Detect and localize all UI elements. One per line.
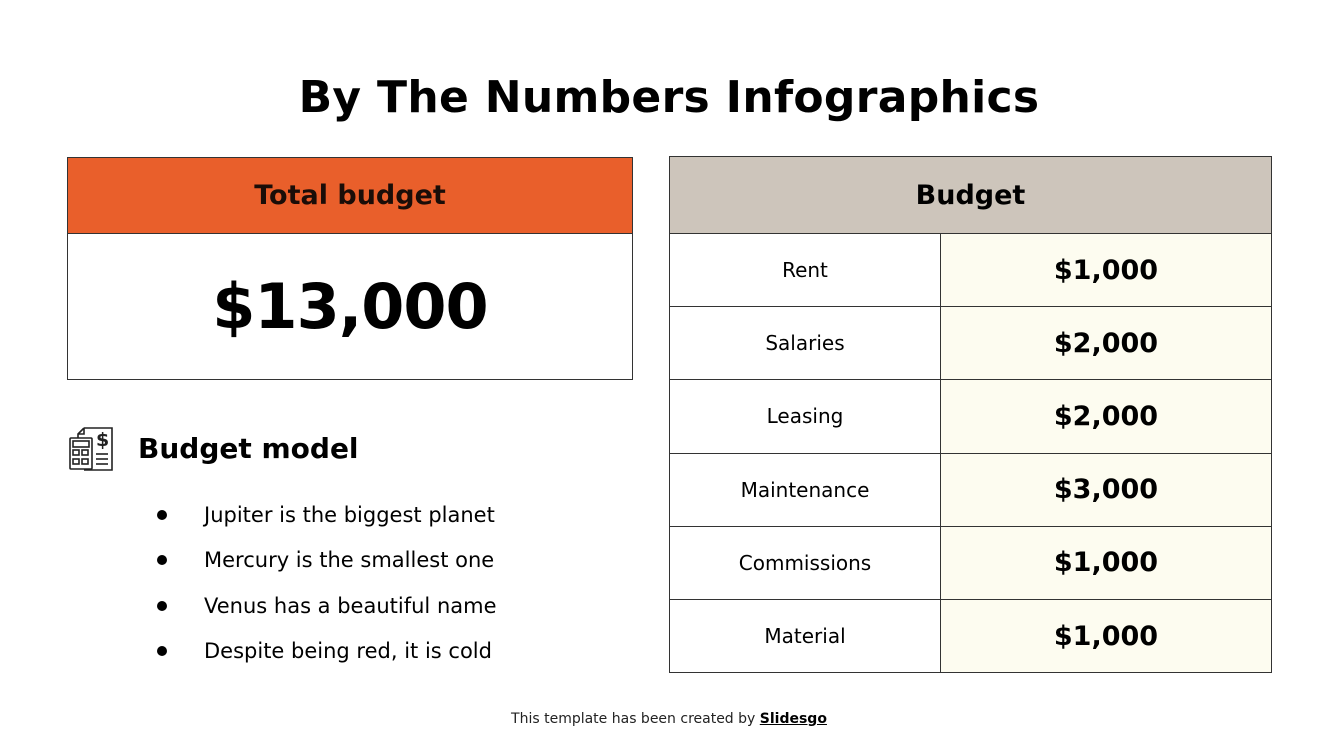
bullet-icon [157,509,167,520]
bullet-icon [157,600,167,611]
row-label: Commissions [669,525,941,600]
row-value: $3,000 [940,452,1272,527]
list-item: Jupiter is the biggest planet [157,492,497,538]
table-row: Commissions $1,000 [669,525,1272,600]
row-value: $1,000 [940,525,1272,600]
table-row: Material $1,000 [669,598,1272,674]
page-title: By The Numbers Infographics [298,72,1040,123]
row-value: $2,000 [940,306,1272,381]
bullet-icon [157,646,167,657]
list-item: Mercury is the smallest one [157,538,497,584]
row-label: Leasing [669,379,941,454]
total-budget-card: Total budget $13,000 [67,157,633,380]
row-label: Salaries [669,306,941,381]
budget-model-heading: $ Budget model [66,422,359,474]
table-row: Rent $1,000 [669,232,1272,308]
row-value: $1,000 [940,232,1272,308]
list-item: Despite being red, it is cold [157,629,497,675]
total-budget-value: $13,000 [212,270,488,343]
footer-text: This template has been created by [511,711,760,727]
row-label: Maintenance [669,452,941,527]
budget-table-header: Budget [669,156,1272,234]
budget-model-list: Jupiter is the biggest planet Mercury is… [157,492,497,674]
budget-table: Budget Rent $1,000 Salaries $2,000 Leasi… [669,156,1272,674]
row-value: $1,000 [940,598,1272,674]
row-label: Material [669,598,941,674]
calculator-document-icon: $ [69,427,113,471]
bullet-icon [157,555,167,566]
budget-model-title: Budget model [138,431,359,465]
table-row: Salaries $2,000 [669,306,1272,381]
svg-text:$: $ [96,429,109,451]
total-budget-header: Total budget [68,158,632,234]
slidesgo-link[interactable]: Slidesgo [759,711,827,727]
row-value: $2,000 [940,379,1272,454]
row-label: Rent [669,232,941,308]
table-row: Maintenance $3,000 [669,452,1272,527]
list-item: Venus has a beautiful name [157,583,497,629]
table-row: Leasing $2,000 [669,379,1272,454]
footer-credit: This template has been created by Slides… [0,711,1338,727]
